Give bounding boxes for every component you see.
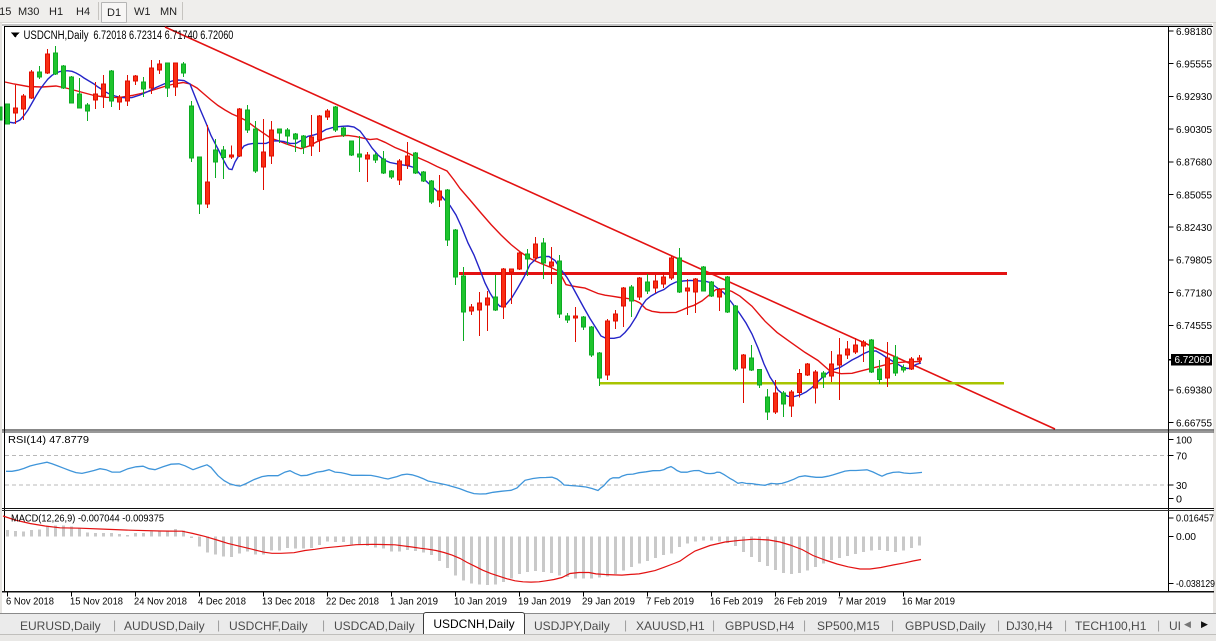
svg-text:6.72018 6.72314 6.71740 6.7206: 6.72018 6.72314 6.71740 6.72060 — [93, 30, 233, 42]
svg-text:6.66755: 6.66755 — [1176, 417, 1212, 429]
svg-text:6.92930: 6.92930 — [1176, 91, 1212, 103]
svg-text:6.72060: 6.72060 — [1175, 354, 1211, 366]
svg-text:10 Jan 2019: 10 Jan 2019 — [454, 596, 507, 608]
svg-text:6 Nov 2018: 6 Nov 2018 — [6, 596, 54, 608]
svg-text:6.85055: 6.85055 — [1176, 189, 1212, 201]
svg-text:16 Mar 2019: 16 Mar 2019 — [902, 596, 955, 608]
svg-text:6.79805: 6.79805 — [1176, 255, 1212, 267]
svg-text:30: 30 — [1176, 480, 1187, 492]
svg-text:USDCNH,Daily: USDCNH,Daily — [24, 30, 89, 42]
svg-text:26 Feb 2019: 26 Feb 2019 — [774, 596, 827, 608]
svg-text:70: 70 — [1176, 450, 1187, 462]
svg-text:100: 100 — [1176, 434, 1192, 446]
svg-text:7 Feb 2019: 7 Feb 2019 — [646, 596, 694, 608]
svg-text:16 Feb 2019: 16 Feb 2019 — [710, 596, 763, 608]
svg-text:4 Dec 2018: 4 Dec 2018 — [198, 596, 246, 608]
svg-text:6.74555: 6.74555 — [1176, 320, 1212, 332]
svg-text:6.95555: 6.95555 — [1176, 59, 1212, 71]
svg-text:29 Jan 2019: 29 Jan 2019 — [582, 596, 635, 608]
svg-text:0.016457: 0.016457 — [1176, 513, 1214, 525]
svg-text:6.98180: 6.98180 — [1176, 26, 1212, 38]
svg-text:13 Dec 2018: 13 Dec 2018 — [262, 596, 315, 608]
svg-text:22 Dec 2018: 22 Dec 2018 — [326, 596, 379, 608]
svg-text:6.87680: 6.87680 — [1176, 157, 1212, 169]
svg-text:MACD(12,26,9) -0.007044 -0.009: MACD(12,26,9) -0.007044 -0.009375 — [11, 513, 164, 525]
svg-text:0.00: 0.00 — [1176, 531, 1196, 543]
svg-text:7 Mar 2019: 7 Mar 2019 — [838, 596, 886, 608]
svg-text:0: 0 — [1176, 494, 1182, 506]
svg-text:19 Jan 2019: 19 Jan 2019 — [518, 596, 571, 608]
svg-text:1 Jan 2019: 1 Jan 2019 — [390, 596, 438, 608]
svg-text:RSI(14) 47.8779: RSI(14) 47.8779 — [8, 434, 89, 446]
svg-text:24 Nov 2018: 24 Nov 2018 — [134, 596, 187, 608]
svg-text:6.82430: 6.82430 — [1176, 222, 1212, 234]
svg-text:-0.038129: -0.038129 — [1176, 578, 1215, 590]
svg-text:6.77180: 6.77180 — [1176, 287, 1212, 299]
svg-text:6.90305: 6.90305 — [1176, 124, 1212, 136]
svg-text:6.69380: 6.69380 — [1176, 385, 1212, 397]
svg-text:15 Nov 2018: 15 Nov 2018 — [70, 596, 123, 608]
